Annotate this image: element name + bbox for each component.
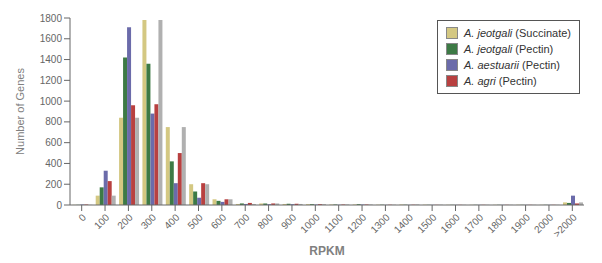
html-text:A. aestuarii (Pectin): A. aestuarii (Pectin) [464,59,560,71]
html-text:A. jeotgali (Pectin): A. jeotgali (Pectin) [464,43,554,55]
svg-text:0: 0 [76,211,88,223]
svg-text:400: 400 [45,158,62,169]
svg-text:1100: 1100 [322,211,345,234]
svg-text:1600: 1600 [40,33,63,44]
svg-text:1800: 1800 [40,13,63,24]
svg-text:1800: 1800 [485,211,509,235]
svg-text:300: 300 [139,211,159,231]
svg-text:100: 100 [92,211,112,231]
svg-text:1500: 1500 [415,211,439,235]
svg-text:1600: 1600 [438,211,462,235]
svg-text:1300: 1300 [368,211,392,235]
svg-text:0: 0 [56,200,62,211]
svg-text:1700: 1700 [462,211,486,235]
svg-text:1200: 1200 [345,211,369,235]
html-text:A. jeotgali (Succinate): A. jeotgali (Succinate) [464,27,571,39]
svg-text:500: 500 [185,211,205,231]
svg-text:800: 800 [45,116,62,127]
svg-text:2000: 2000 [531,211,556,236]
svg-text:1000: 1000 [40,96,63,107]
svg-text:200: 200 [115,211,135,231]
svg-text:RPKM: RPKM [309,244,344,255]
svg-text:1900: 1900 [509,211,533,235]
svg-text:900: 900 [279,211,299,231]
svg-text:Number of Genes: Number of Genes [14,68,26,155]
svg-text:1400: 1400 [40,54,63,65]
svg-text:400: 400 [162,211,182,231]
html-text:A. agri (Pectin): A. agri (Pectin) [464,75,537,87]
svg-text:1400: 1400 [392,211,416,235]
svg-text:200: 200 [45,179,62,190]
svg-text:800: 800 [255,211,275,231]
svg-text:1000: 1000 [298,211,322,235]
svg-text:700: 700 [232,211,252,231]
svg-text:>2000: >2000 [551,211,579,239]
svg-text:600: 600 [209,211,229,231]
svg-text:1200: 1200 [40,75,63,86]
svg-text:600: 600 [45,137,62,148]
